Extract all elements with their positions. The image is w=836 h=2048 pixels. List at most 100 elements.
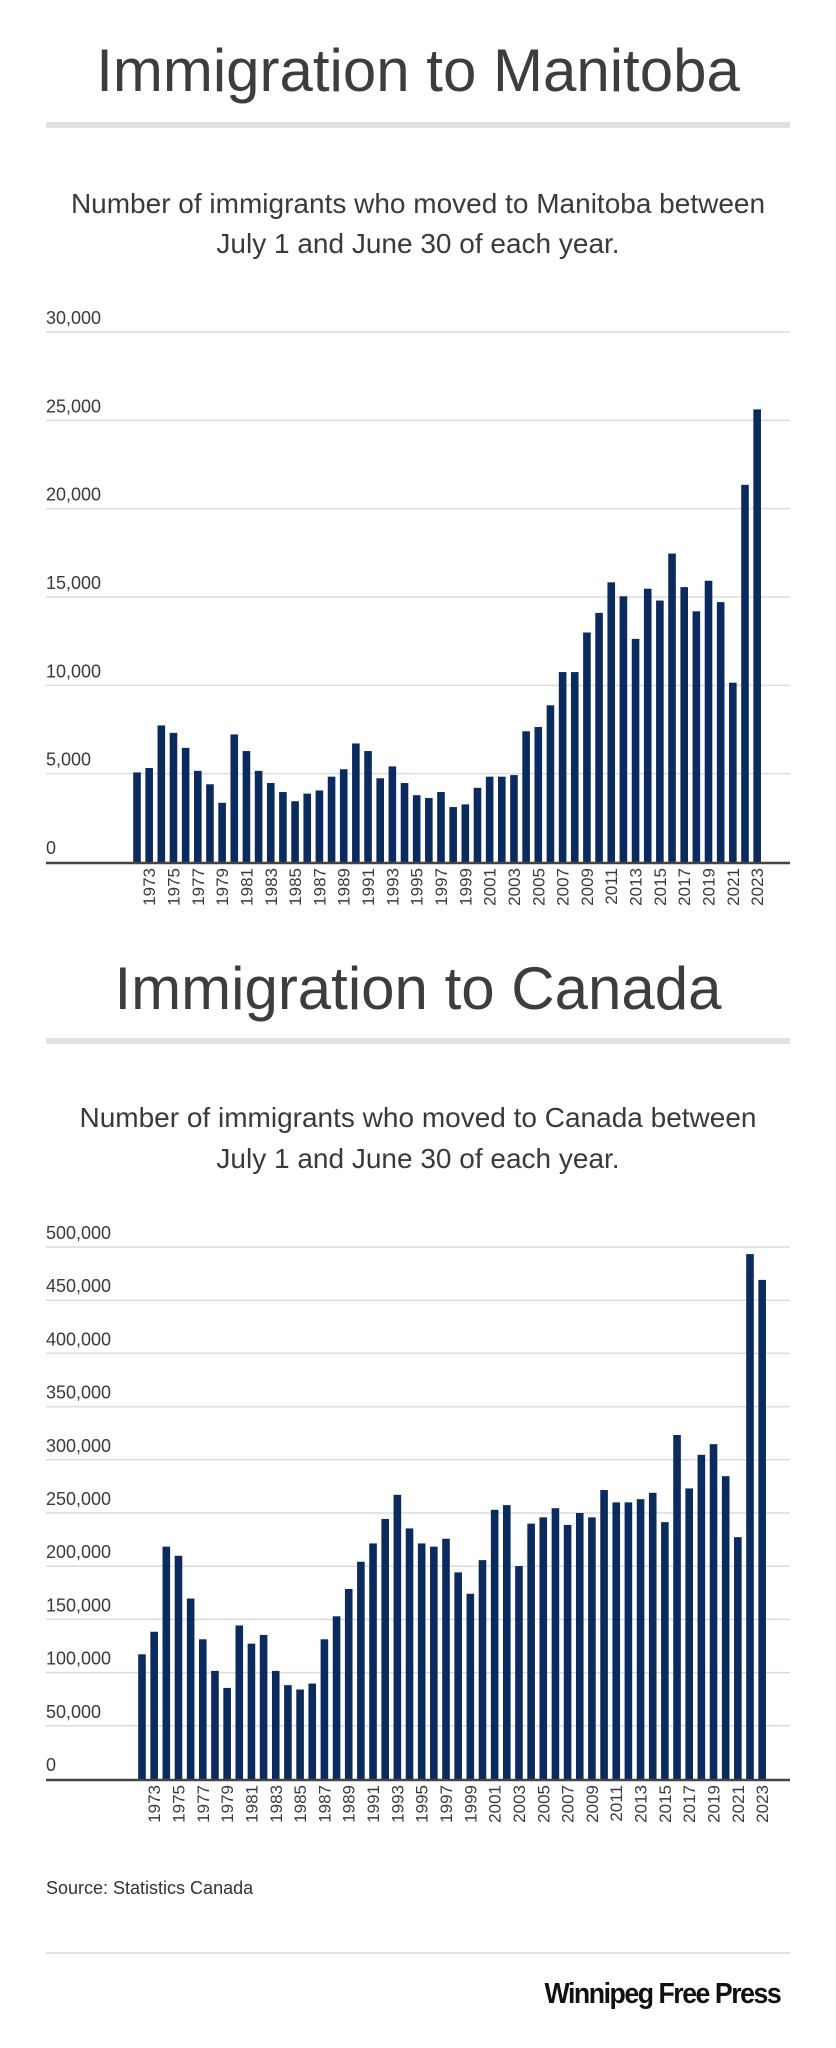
bar-1997 [437,792,445,862]
y-tick-label: 15,000 [46,573,101,593]
y-tick-label: 200,000 [46,1542,111,1562]
bar-1998 [449,807,457,862]
x-tick-label: 1979 [213,868,232,906]
bar-1982 [254,770,263,862]
bar-2004 [527,1523,535,1779]
bar-1979 [218,802,226,862]
bar-1988 [327,776,336,862]
x-tick-label: 1975 [169,1785,188,1823]
bar-1977 [199,1639,207,1779]
x-tick-label: 1991 [364,1785,383,1823]
bar-2009 [588,1517,596,1779]
bar-2020 [721,1476,730,1779]
bar-1973 [150,1631,158,1779]
y-tick-label: 50,000 [46,1702,101,1722]
bar-1993 [388,766,397,862]
bar-2000 [478,1560,487,1779]
bar-2008 [575,1513,584,1779]
canada-subtitle-line-2: July 1 and June 30 of each year. [216,1143,620,1174]
y-tick-label: 20,000 [46,485,101,505]
x-tick-label: 2019 [700,868,719,906]
bar-2012 [619,596,628,862]
x-tick-label: 1977 [194,1785,213,1823]
x-tick-label: 1985 [286,868,305,906]
bar-2005 [534,727,543,862]
x-tick-label: 1993 [388,1785,407,1823]
x-tick-label: 1983 [267,1785,286,1823]
bar-1977 [194,770,202,862]
bar-1973 [145,768,153,862]
x-tick-label: 2011 [607,1785,626,1822]
bar-1998 [454,1572,462,1779]
y-tick-label: 10,000 [46,661,101,681]
x-tick-label: 1977 [189,868,208,906]
bar-2022 [741,484,749,862]
x-tick-label: 1981 [237,868,256,906]
bar-1996 [430,1546,438,1779]
bar-1972 [138,1654,146,1779]
bar-2017 [685,1488,693,1779]
bar-2002 [503,1505,511,1779]
x-tick-label: 1989 [335,868,354,906]
bar-1987 [320,1639,329,1779]
bar-1984 [279,792,287,862]
y-tick-label: 100,000 [46,1649,111,1669]
bar-2016 [673,1435,681,1779]
x-tick-label: 1979 [218,1785,237,1823]
x-tick-label: 2021 [729,1785,748,1823]
x-tick-label: 1987 [310,868,329,906]
canada-subtitle-line-1: Number of immigrants who moved to Canada… [79,1102,757,1133]
bar-2020 [716,602,725,862]
bar-2013 [636,1499,645,1779]
y-tick-label: 25,000 [46,396,101,416]
x-tick-label: 1997 [437,1785,456,1823]
bar-2014 [648,1492,657,1779]
bar-1974 [162,1546,171,1779]
title-divider [46,1038,790,1044]
x-tick-label: 1997 [432,868,451,906]
bar-1980 [230,734,239,862]
bar-2003 [515,1566,523,1779]
bar-2005 [539,1517,548,1779]
x-tick-label: 1985 [291,1785,310,1823]
y-tick-label: 300,000 [46,1436,111,1456]
x-tick-label: 1999 [461,1785,480,1823]
y-tick-label: 500,000 [46,1223,111,1243]
source-note: Source: Statistics Canada [46,1878,254,1898]
x-tick-label: 2023 [753,1785,772,1823]
x-tick-label: 2009 [583,1785,602,1823]
manitoba-chart-title: Immigration to Manitoba [96,37,740,104]
x-tick-label: 2005 [529,868,548,906]
x-tick-label: 1973 [140,868,159,906]
x-tick-label: 1983 [262,868,281,906]
bar-2019 [704,580,713,862]
bar-1991 [369,1543,377,1779]
x-tick-label: 2013 [632,1785,651,1823]
x-tick-label: 1993 [383,868,402,906]
bar-1978 [211,1670,219,1779]
bar-2013 [631,638,640,862]
x-tick-label: 2015 [656,1785,675,1823]
bar-2015 [661,1522,669,1779]
bar-1976 [181,747,190,862]
x-tick-label: 2001 [481,868,500,906]
bar-2007 [563,1524,572,1779]
x-tick-label: 2023 [748,868,767,906]
bar-2001 [485,776,494,862]
manitoba-subtitle-line-1: Number of immigrants who moved to Manito… [70,188,766,219]
bar-1983 [271,1670,280,1779]
bar-1975 [169,732,178,862]
manitoba-subtitle-line-2: July 1 and June 30 of each year. [216,228,620,259]
bar-1983 [266,783,275,862]
x-tick-label: 1991 [359,868,378,906]
y-tick-label: 250,000 [46,1489,111,1509]
y-tick-label: 350,000 [46,1383,111,1403]
y-tick-label: 450,000 [46,1276,111,1296]
x-tick-label: 2015 [651,868,670,906]
bar-2006 [551,1508,560,1779]
bar-2011 [607,582,616,862]
bar-2017 [680,587,688,862]
bar-1993 [393,1494,402,1779]
x-tick-label: 2003 [505,868,524,906]
bar-2021 [729,682,737,862]
